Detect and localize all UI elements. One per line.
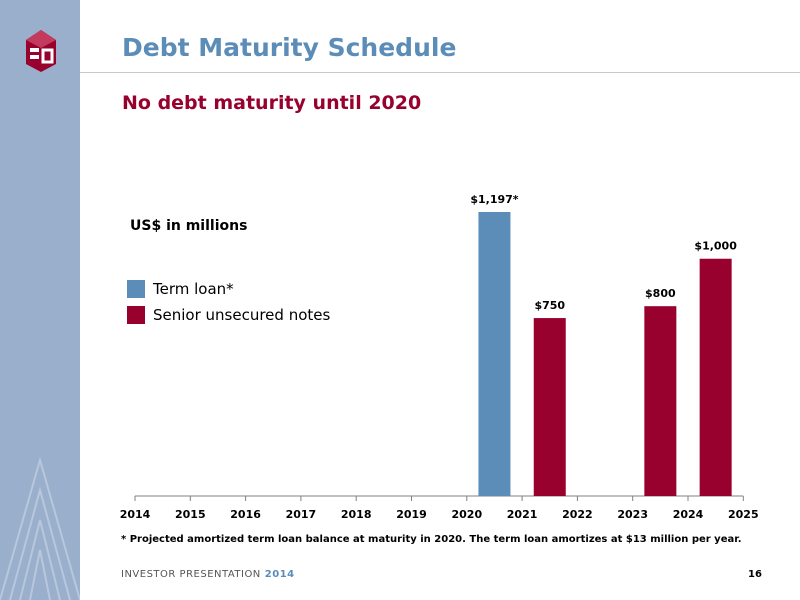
x-tick-label: 2014 [120,508,151,521]
chart-legend: Term loan* Senior unsecured notes [127,276,330,328]
x-tick-label: 2018 [341,508,372,521]
legend-label-senior-notes: Senior unsecured notes [153,306,331,324]
x-tick-label: 2024 [673,508,704,521]
x-tick-label: 2025 [728,508,759,521]
x-tick-label: 2019 [396,508,427,521]
sidebar-band [0,0,80,600]
legend-item-senior-notes: Senior unsecured notes [127,302,330,328]
data-label-2020: $1,197* [470,193,518,206]
x-tick-label: 2023 [617,508,648,521]
page-title: Debt Maturity Schedule [122,33,457,62]
bar-2023 [644,306,677,496]
units-label: US$ in millions [130,218,248,234]
x-tick-label: 2020 [451,508,482,521]
x-tick-label: 2017 [286,508,317,521]
bar-2024 [699,258,732,496]
data-label-2021: $750 [534,299,565,312]
title-divider [80,72,800,73]
legend-swatch-senior-notes [127,306,145,324]
footer-label-text: INVESTOR PRESENTATION [121,569,261,580]
x-tick-label: 2022 [562,508,593,521]
footer-year: 2014 [264,569,295,580]
chart-footnote: * Projected amortized term loan balance … [121,534,742,545]
legend-label-term-loan: Term loan* [153,280,234,298]
data-label-2023: $800 [645,287,676,300]
page-subtitle: No debt maturity until 2020 [122,92,422,114]
bar-2021 [533,318,566,496]
company-logo [26,30,56,72]
bar-2020 [478,212,511,496]
x-tick-label: 2016 [230,508,261,521]
footer-label: INVESTOR PRESENTATION 2014 [121,569,295,580]
x-tick-label: 2021 [507,508,538,521]
page-number: 16 [748,569,762,580]
legend-item-term-loan: Term loan* [127,276,330,302]
legend-swatch-term-loan [127,280,145,298]
sidebar-decoration [0,456,80,600]
x-tick-label: 2015 [175,508,206,521]
data-label-2024: $1,000 [694,240,737,253]
